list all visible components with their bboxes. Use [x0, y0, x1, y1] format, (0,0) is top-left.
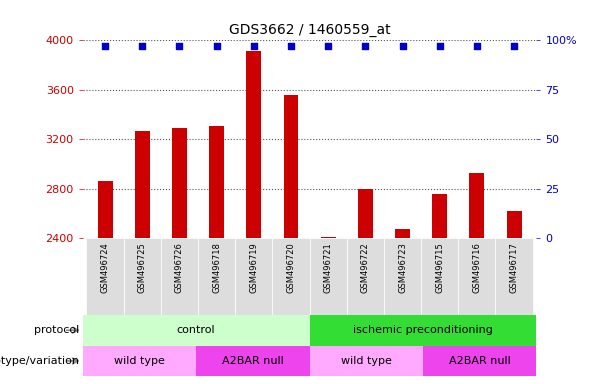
Text: GSM496721: GSM496721 [324, 242, 333, 293]
Point [472, 43, 482, 49]
Bar [124, 238, 161, 315]
Bar [310, 346, 423, 376]
Point [286, 43, 296, 49]
Text: GSM496716: GSM496716 [473, 242, 481, 293]
Bar [272, 238, 310, 315]
Text: A2BAR null: A2BAR null [449, 356, 511, 366]
Bar [196, 346, 310, 376]
Bar [459, 238, 495, 315]
Text: GSM496715: GSM496715 [435, 242, 444, 293]
Text: protocol: protocol [34, 325, 80, 335]
Bar [506, 211, 522, 384]
Bar [135, 131, 150, 384]
Text: GSM496717: GSM496717 [509, 242, 519, 293]
Text: GSM496723: GSM496723 [398, 242, 407, 293]
Bar [235, 238, 272, 315]
Text: GSM496724: GSM496724 [101, 242, 110, 293]
Bar [83, 346, 196, 376]
Point [360, 43, 370, 49]
Text: GSM496726: GSM496726 [175, 242, 184, 293]
Text: A2BAR null: A2BAR null [222, 356, 284, 366]
Bar [347, 238, 384, 315]
Text: wild type: wild type [114, 356, 165, 366]
Bar [358, 189, 373, 384]
Bar [198, 238, 235, 315]
Bar [161, 238, 198, 315]
Point [249, 43, 259, 49]
Point [175, 43, 185, 49]
Point [509, 43, 519, 49]
Bar [86, 238, 124, 315]
Text: GSM496725: GSM496725 [138, 242, 147, 293]
Point [211, 43, 221, 49]
Bar [421, 238, 459, 315]
Text: GSM496720: GSM496720 [286, 242, 295, 293]
Text: control: control [177, 325, 216, 335]
Bar [432, 194, 447, 384]
Point [323, 43, 333, 49]
Point [137, 43, 147, 49]
Bar [97, 181, 113, 384]
Bar [172, 128, 187, 384]
Bar [321, 237, 335, 384]
Text: genotype/variation: genotype/variation [0, 356, 80, 366]
Point [398, 43, 408, 49]
Text: GSM496722: GSM496722 [361, 242, 370, 293]
Text: GSM496718: GSM496718 [212, 242, 221, 293]
Bar [395, 229, 410, 384]
Bar [310, 238, 347, 315]
Bar [495, 238, 533, 315]
Bar [423, 346, 536, 376]
Bar [83, 315, 310, 346]
Bar [284, 95, 299, 384]
Bar [310, 315, 536, 346]
Bar [384, 238, 421, 315]
Bar [209, 126, 224, 384]
Bar [246, 51, 261, 384]
Point [435, 43, 444, 49]
Point [100, 43, 110, 49]
Text: GSM496719: GSM496719 [249, 242, 258, 293]
Text: ischemic preconditioning: ischemic preconditioning [353, 325, 493, 335]
Text: wild type: wild type [341, 356, 392, 366]
Title: GDS3662 / 1460559_at: GDS3662 / 1460559_at [229, 23, 390, 36]
Bar [470, 172, 484, 384]
